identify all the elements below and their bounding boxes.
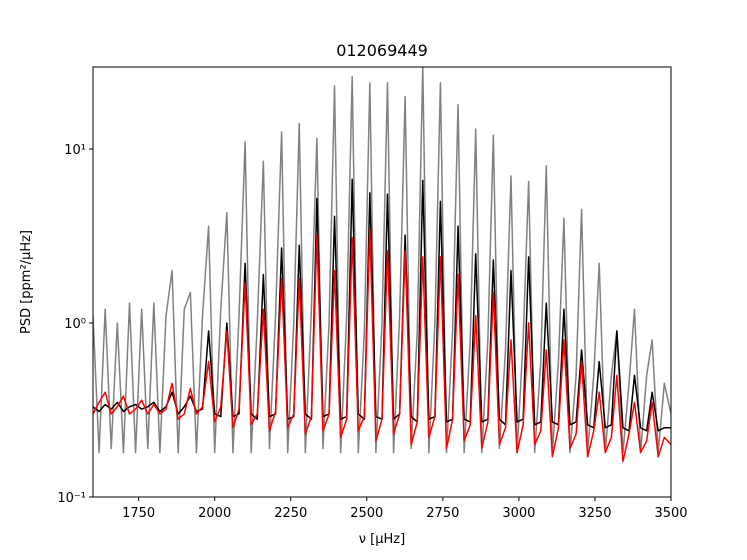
chart-title: 012069449 [336, 41, 428, 60]
series-line [93, 67, 671, 454]
y-tick-label: 10¹ [64, 143, 86, 158]
x-tick-label: 3250 [578, 506, 611, 521]
x-tick-label: 2500 [350, 506, 383, 521]
y-tick-label: 10⁻¹ [57, 491, 86, 506]
x-tick-label: 1750 [122, 506, 155, 521]
x-axis-label: ν [μHz] [359, 532, 405, 547]
x-tick-label: 3000 [502, 506, 535, 521]
x-tick-label: 2000 [198, 506, 231, 521]
x-tick-label: 2250 [274, 506, 307, 521]
x-tick-label: 2750 [426, 506, 459, 521]
plot-area [93, 67, 671, 463]
y-axis-label: PSD [ppm²/μHz] [19, 230, 34, 334]
axes-frame [92, 66, 672, 498]
series-line [93, 227, 671, 463]
series-line [93, 178, 671, 432]
x-tick-label: 3500 [654, 506, 687, 521]
y-tick-label: 10⁰ [64, 317, 86, 332]
